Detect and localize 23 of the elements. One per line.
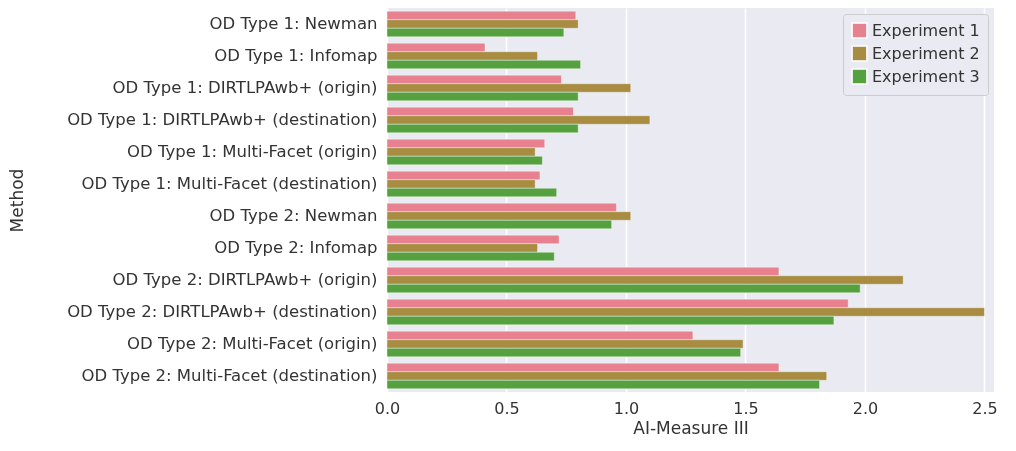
y-tick-label: OD Type 1: DIRTLPAwb+ (destination) [67, 110, 378, 129]
x-tick-label: 2.0 [852, 398, 879, 418]
y-tick-label: OD Type 2: Infomap [214, 238, 378, 257]
y-tick-label: OD Type 1: Newman [209, 14, 378, 33]
x-tick-label: 1.0 [613, 398, 640, 418]
legend-label: Experiment 2 [872, 43, 980, 63]
x-tick-label: 0.0 [374, 398, 401, 418]
y-axis-title: Method [6, 168, 27, 233]
x-axis-title: AI-Measure III [633, 417, 749, 438]
y-tick-label: OD Type 1: Infomap [214, 46, 378, 65]
y-tick-label: OD Type 2: Multi-Facet (destination) [81, 366, 378, 385]
y-tick-label: OD Type 1: DIRTLPAwb+ (origin) [112, 78, 378, 97]
y-tick-label: OD Type 1: Multi-Facet (destination) [81, 174, 378, 193]
y-tick-label: OD Type 1: Multi-Facet (origin) [126, 142, 378, 161]
y-tick-label: OD Type 2: DIRTLPAwb+ (origin) [112, 270, 378, 289]
x-tick-label: 2.5 [972, 398, 998, 418]
x-tick-label: 1.5 [733, 398, 759, 418]
legend-label: Experiment 1 [872, 20, 980, 40]
y-tick-label: OD Type 2: DIRTLPAwb+ (destination) [67, 302, 378, 321]
legend-label: Experiment 3 [872, 66, 980, 86]
y-tick-label: OD Type 2: Newman [209, 206, 378, 225]
x-tick-label: 0.5 [494, 398, 520, 418]
y-tick-label: OD Type 2: Multi-Facet (origin) [126, 334, 378, 353]
